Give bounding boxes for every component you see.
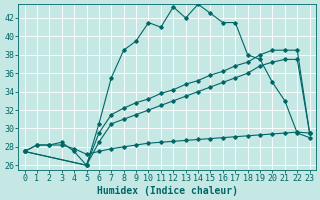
X-axis label: Humidex (Indice chaleur): Humidex (Indice chaleur) (97, 186, 237, 196)
